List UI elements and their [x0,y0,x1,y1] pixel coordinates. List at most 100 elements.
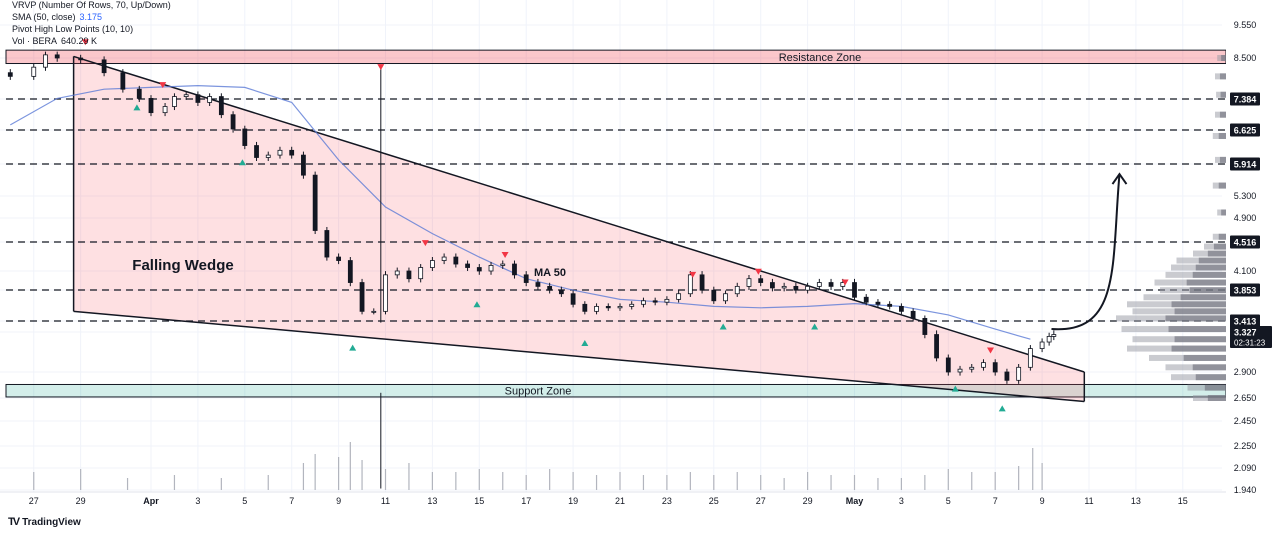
volume-bar [830,475,832,490]
volume-bar [1041,463,1043,490]
candle-body [324,230,330,258]
time-tick: 29 [76,496,86,506]
pivot-high-marker [689,271,697,278]
candle-body [558,289,564,295]
wedge-upper-line [73,55,1085,373]
candle-body [969,366,975,370]
price-series [7,51,1057,489]
candle-body [594,306,599,312]
vrvp-row-down [1183,354,1226,361]
pivot-high-marker [841,279,849,286]
pivot-points [81,39,1006,412]
price-tick: 2.090 [1234,463,1257,473]
zones-layer: Resistance Zone Support Zone [5,49,1227,398]
vrvp-row-down [1219,111,1226,118]
candle-body [1016,366,1022,381]
volume-bar [900,478,902,490]
candle-body [336,256,342,261]
volume-bar [713,475,715,490]
price-label: 4.516 [1234,238,1257,248]
volume-bar [572,472,574,490]
time-tick: 5 [242,496,247,506]
wedge-layer [72,55,1086,403]
candle-body [852,282,857,298]
candle-body [347,260,353,283]
volume-bar [80,469,82,490]
price-scale[interactable]: 9.550 8.500 7.384 6.625 5.914 5.300 4.900 4.516… [1226,0,1280,534]
volume-bar [267,475,269,490]
candle-body [676,293,682,300]
volume-bar [502,472,504,490]
price-tick: 4.100 [1234,266,1257,276]
candle-body [195,94,201,103]
time-axis[interactable]: 27 29 Apr 3 5 7 9 11 13 15 17 19 21 23 25 27 29 May 3 5 7 9 11… [0,491,1226,506]
indicator-pivots[interactable]: Pivot High Low Points (10, 10) [12,24,133,36]
support-zone-label: Support Zone [505,386,572,398]
candle-body [617,306,623,309]
candle-body [465,263,470,268]
time-tick: 5 [946,496,951,506]
indicator-vrvp[interactable]: VRVP (Number Of Rows, 70, Up/Down) [12,0,171,12]
candle-body [148,98,154,114]
volume-bar [302,463,305,490]
vrvp-row-down [1192,364,1226,371]
volume-bar [549,469,551,490]
candle-body [277,149,283,156]
time-tick: 19 [568,496,578,506]
vrvp-row-down [1204,384,1226,391]
volume-bar [173,475,176,490]
candle-body [981,362,986,368]
price-scale-bg [1226,0,1280,534]
time-tick: 29 [803,496,813,506]
time-tick: 23 [662,496,672,506]
vrvp-row-down [1174,336,1226,343]
volume-bar [736,472,738,490]
pivot-low-marker [951,385,959,392]
volume-bar [1018,466,1020,490]
price-tick: 1.940 [1234,485,1257,495]
vrvp-row-down [1218,182,1226,189]
candle-body [887,303,893,307]
volume-bar [666,475,668,490]
volume-bars [33,442,1043,490]
time-tick: Apr [143,496,159,506]
price-tick: 9.550 [1234,20,1257,30]
volume-bar [338,457,340,490]
candle-body [652,300,658,303]
pivot-low-marker [998,405,1006,412]
price-label: 3.413 [1234,317,1257,327]
candle-body [734,285,740,295]
vrvp-row-down [1219,156,1226,163]
volume-bar [877,478,879,490]
candle-body [641,300,646,305]
price-tick: 8.500 [1234,53,1257,63]
price-label-box [1230,123,1260,137]
volume-bar [1032,448,1034,490]
ma-50-label: MA 50 [534,267,566,279]
time-tick: May [846,496,864,506]
vrvp-row-down [1174,308,1226,315]
candle-body [453,256,459,265]
pivot-low-marker [473,301,481,308]
wedge-fill [73,56,1085,402]
volume-bar [994,472,996,490]
candle-body [301,154,306,176]
time-tick: 15 [1178,496,1188,506]
indicator-volume[interactable]: Vol · BERA 640.29 K [12,36,97,48]
pivot-high-marker [987,347,995,354]
countdown-label: 02:31:23 [1234,339,1266,348]
candle-body [359,282,365,312]
pivot-low-marker [349,344,357,351]
pivot-high-marker [501,251,509,258]
price-label: 3.853 [1234,286,1257,296]
time-tick: 21 [615,496,625,506]
candle-body [1046,336,1052,343]
price-label-box [1230,283,1260,297]
vrvp-row-down [1207,395,1226,401]
price-tick: 2.450 [1234,416,1257,426]
time-tick: 9 [336,496,341,506]
tradingview-brand[interactable]: TV TradingView [8,516,81,528]
candle-body [899,306,904,312]
indicator-sma[interactable]: SMA (50, close) 3.175 [12,12,102,24]
